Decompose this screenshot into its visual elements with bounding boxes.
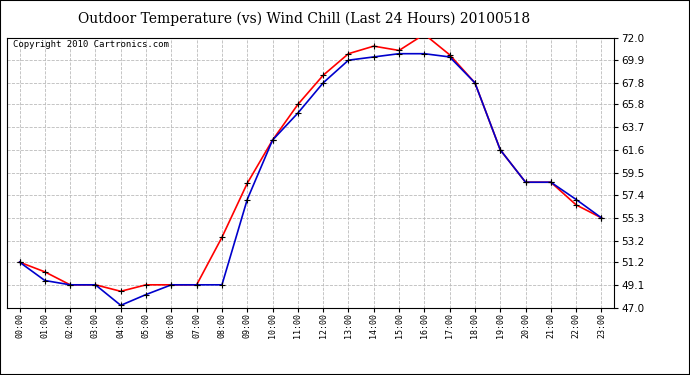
Text: Outdoor Temperature (vs) Wind Chill (Last 24 Hours) 20100518: Outdoor Temperature (vs) Wind Chill (Las… <box>77 11 530 26</box>
Text: Copyright 2010 Cartronics.com: Copyright 2010 Cartronics.com <box>13 40 169 49</box>
